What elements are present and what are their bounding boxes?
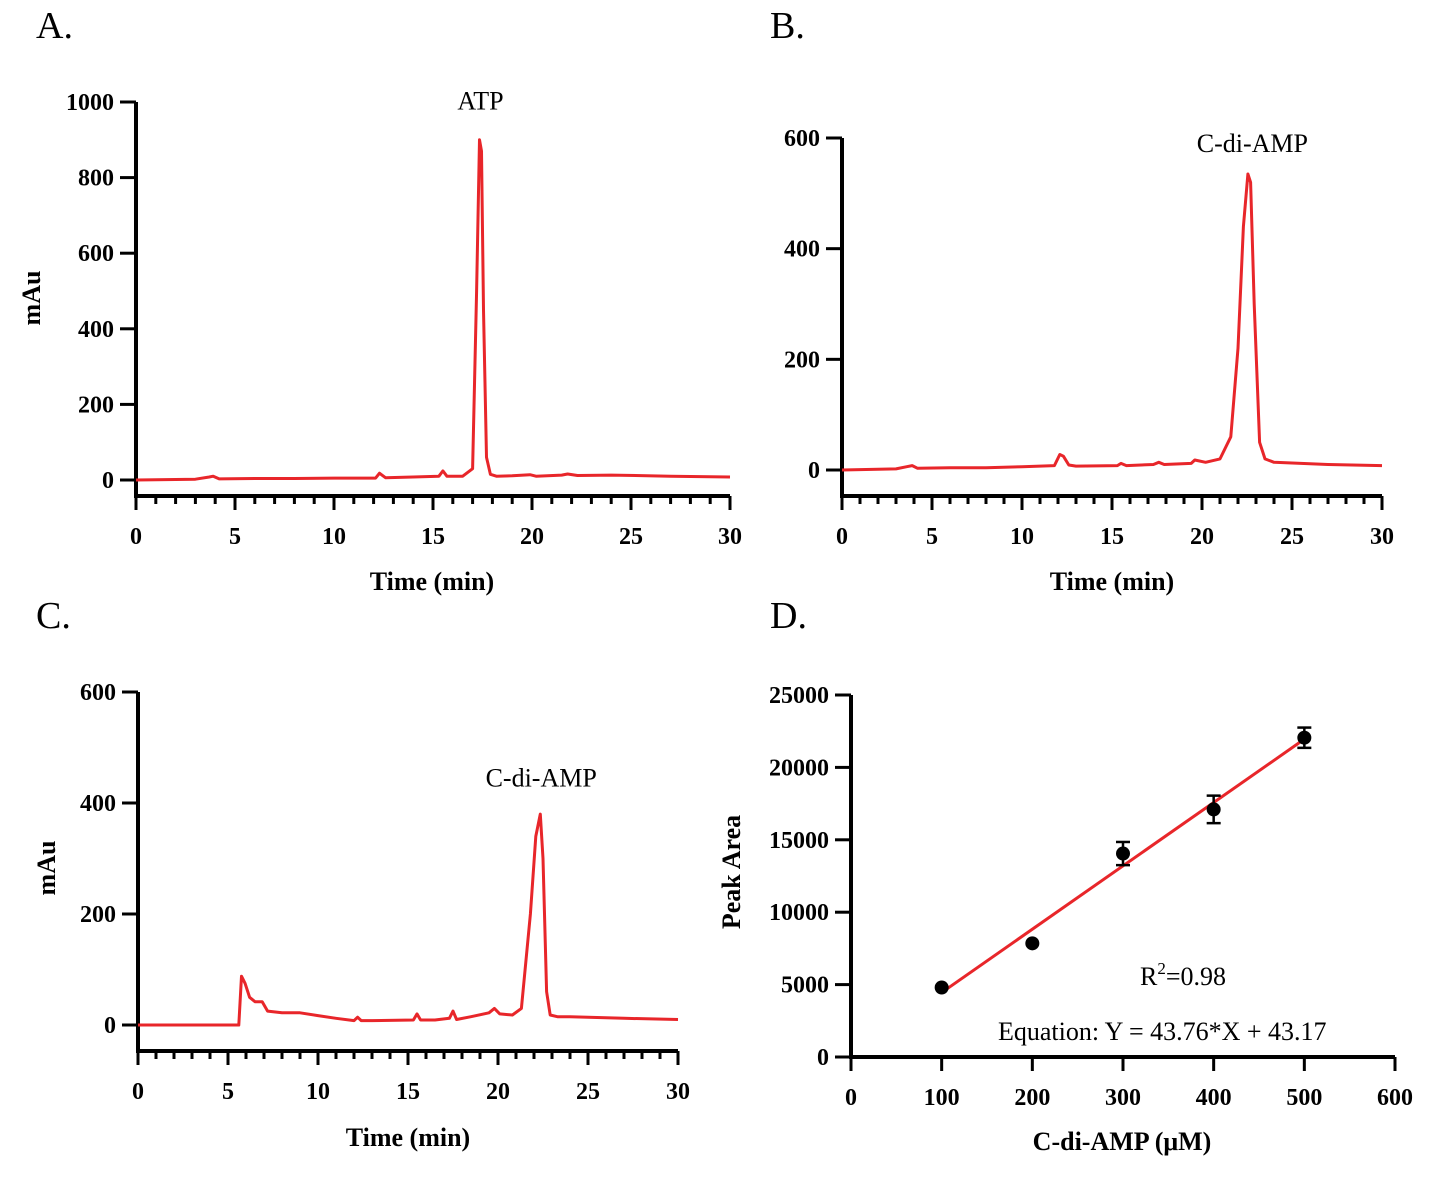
panel-a-x-tick-label: 15 <box>421 524 445 550</box>
panel-a-x-tick-label: 5 <box>229 524 241 550</box>
panel-a-letter: A. <box>36 5 73 47</box>
panel-b-x-tick-label: 25 <box>1280 524 1304 550</box>
panel-c-x-tick-label: 25 <box>576 1079 600 1105</box>
panel-a-y-tick-label: 1000 <box>66 90 114 116</box>
panel-d-x-tick-label: 200 <box>1014 1085 1050 1111</box>
panel-c-y-tick-label: 200 <box>80 902 116 928</box>
panel-a-xlabel: Time (min) <box>370 567 494 596</box>
panel-d-y-tick-label: 20000 <box>769 755 829 781</box>
panel-a-x-tick-label: 30 <box>718 524 742 550</box>
panel-a-peak-label: ATP <box>457 87 503 116</box>
panel-c-y-tick-label: 0 <box>104 1013 116 1039</box>
panel-b-peak-label: C-di-AMP <box>1197 129 1308 158</box>
panel-b-y-tick-label: 0 <box>808 458 820 484</box>
r-squared-label: R2=0.98 <box>1140 959 1226 991</box>
panel-a-x-tick-label: 10 <box>322 524 346 550</box>
panel-d-x-tick-label: 600 <box>1377 1085 1413 1111</box>
panel-b-x-tick-label: 30 <box>1370 524 1394 550</box>
panel-c-x-tick-label: 10 <box>306 1079 330 1105</box>
panel-d-y-tick-label: 5000 <box>781 973 829 999</box>
panel-b-trace-line <box>841 172 1383 472</box>
panel-c-chromatogram: C. mAu Time (min) 0 200 400 600 0 5 10 15 20 25 30… <box>32 595 690 1152</box>
panel-c-trace-line <box>138 812 679 1027</box>
data-point <box>1297 730 1312 745</box>
panel-a-trace-line <box>135 138 731 482</box>
panel-a-x-tick-label: 0 <box>130 524 142 550</box>
r-squared-sup: 2 <box>1157 959 1166 978</box>
panel-a-x-tick-label: 20 <box>520 524 544 550</box>
panel-c-x-tick-label: 30 <box>666 1079 690 1105</box>
panel-d-ylabel: Peak Area <box>717 815 746 929</box>
panel-a-y-tick-label: 0 <box>102 468 114 494</box>
panel-b-y-tick-label: 200 <box>784 347 820 373</box>
panel-b-x-tick-label: 0 <box>836 524 848 550</box>
panel-c-xlabel: Time (min) <box>346 1123 470 1152</box>
equation-label: Equation: Y = 43.76*X + 43.17 <box>998 1017 1327 1046</box>
r-squared-prefix: R <box>1140 962 1158 991</box>
panel-d-y-tick-label: 25000 <box>769 683 829 709</box>
panel-c-x-tick-label: 20 <box>486 1079 510 1105</box>
panel-d-y-tick-label: 10000 <box>769 900 829 926</box>
panel-b-y-tick-label: 600 <box>784 126 820 152</box>
panel-a-x-tick-label: 25 <box>619 524 643 550</box>
panel-a-y-tick-label: 200 <box>78 392 114 418</box>
panel-d-letter: D. <box>770 595 807 637</box>
panel-a-y-tick-label: 600 <box>78 241 114 267</box>
panel-c-x-tick-label: 15 <box>396 1079 420 1105</box>
panel-b-x-tick-label: 10 <box>1010 524 1034 550</box>
panel-b-xlabel: Time (min) <box>1050 567 1174 596</box>
panel-a-y-tick-label: 400 <box>78 317 114 343</box>
panel-c-letter: C. <box>36 595 71 637</box>
panel-d-x-tick-label: 500 <box>1286 1085 1322 1111</box>
panel-b-letter: B. <box>770 5 805 47</box>
panel-d-calibration: D. Peak Area C-di-AMP (μM) R2=0.98 Equat… <box>717 595 1413 1156</box>
panel-c-x-tick-label: 0 <box>132 1079 144 1105</box>
panel-c-x-tick-label: 5 <box>222 1079 234 1105</box>
panel-b-x-tick-label: 20 <box>1190 524 1214 550</box>
data-point <box>1116 846 1130 861</box>
data-point <box>1206 802 1221 817</box>
r-squared-value: =0.98 <box>1166 962 1226 991</box>
data-point <box>1025 936 1040 951</box>
panel-c-ylabel: mAu <box>32 841 61 896</box>
panel-b-chromatogram: B. Time (min) 0 200 400 600 0 5 10 15 20 25 30 C-di… <box>770 5 1394 596</box>
panel-d-x-tick-label: 300 <box>1105 1085 1141 1111</box>
panel-d-y-tick-label: 0 <box>817 1045 829 1071</box>
panel-d-x-tick-label: 400 <box>1196 1085 1232 1111</box>
panel-c-y-tick-label: 600 <box>80 680 116 706</box>
panel-a-chromatogram: A. mAu Time (min) 0 200 400 600 800 1000 0 5 10 1… <box>17 5 742 596</box>
panel-c-y-tick-label: 400 <box>80 791 116 817</box>
panel-d-xlabel: C-di-AMP (μM) <box>1033 1127 1212 1156</box>
panel-a-y-tick-label: 800 <box>78 166 114 192</box>
panel-b-x-tick-label: 5 <box>926 524 938 550</box>
panel-d-x-tick-label: 100 <box>924 1085 960 1111</box>
data-point <box>934 980 949 995</box>
panel-d-x-tick-label: 0 <box>845 1085 857 1111</box>
panel-b-x-tick-label: 15 <box>1100 524 1124 550</box>
panel-c-peak-label: C-di-AMP <box>486 763 597 792</box>
panel-a-ylabel: mAu <box>17 271 46 326</box>
panel-d-y-tick-label: 15000 <box>769 828 829 854</box>
panel-b-y-tick-label: 400 <box>784 237 820 263</box>
